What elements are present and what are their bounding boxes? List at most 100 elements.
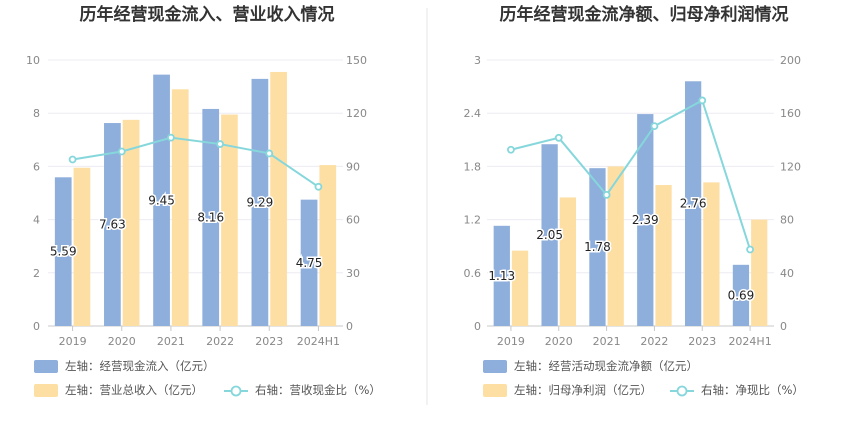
legend-label-ratio: 右轴：净现比（%） <box>701 383 804 397</box>
bar-data-label: 2.76 <box>680 197 707 211</box>
left-axis-tick-label: 8 <box>33 107 40 120</box>
legend-label-ratio: 右轴：营收现金比（%） <box>255 383 381 397</box>
ratio-point-2024H1 <box>314 182 323 191</box>
legend-item-secondary[interactable]: 左轴：营业总收入（亿元） <box>34 383 203 397</box>
right-axis-tick-label: 0 <box>346 320 353 333</box>
bar-primary-2020 <box>104 123 121 327</box>
right-axis-tick-label: 120 <box>346 107 367 120</box>
left-axis-tick-label: 1.2 <box>464 214 482 227</box>
x-tick-label: 2024H1 <box>728 335 771 348</box>
bar-data-label: 2.05 <box>536 228 563 242</box>
left-axis-tick-label: 4 <box>33 214 40 227</box>
legend-swatch-primary <box>483 360 507 373</box>
right-axis-tick-label: 0 <box>780 320 787 333</box>
left-axis-tick-label: 2 <box>33 267 40 280</box>
bar-data-label: 7.63 <box>99 218 126 232</box>
ratio-point-2021 <box>167 133 175 142</box>
bar-secondary-2022 <box>221 114 238 326</box>
x-tick-label: 2019 <box>497 335 525 348</box>
bar-secondary-2022 <box>655 185 672 326</box>
bar-data-label: 2.39 <box>632 213 659 227</box>
right-axis-tick-label: 120 <box>780 160 801 173</box>
bar-primary-2021 <box>589 168 606 326</box>
right-axis-tick-label: 150 <box>346 54 367 67</box>
ratio-point-2022 <box>216 140 224 148</box>
left-axis-tick-label: 2.4 <box>464 107 482 120</box>
legend-label-secondary: 左轴：归母净利润（亿元） <box>514 383 652 397</box>
ratio-point-2019 <box>507 145 515 154</box>
bar-secondary-2021 <box>607 166 624 326</box>
right-axis-tick-label: 160 <box>780 107 801 120</box>
bar-primary-2019 <box>493 225 510 326</box>
bar-data-label: 8.16 <box>197 210 224 224</box>
legend-label-secondary: 左轴：营业总收入（亿元） <box>65 383 203 397</box>
bar-primary-2021 <box>153 74 170 326</box>
x-tick-label: 2021 <box>157 335 185 348</box>
bar-data-label: 9.45 <box>148 193 175 207</box>
ratio-point-2022 <box>650 122 659 131</box>
bar-secondary-2019 <box>73 167 91 326</box>
bar-data-label: 0.69 <box>728 288 755 302</box>
ratio-point-2023 <box>265 149 274 158</box>
x-tick-label: 2022 <box>640 335 668 348</box>
x-tick-label: 2022 <box>206 335 234 348</box>
ratio-point-2024H1 <box>746 245 754 254</box>
legend-item-primary[interactable]: 左轴：经营活动现金流净额（亿元） <box>483 359 698 373</box>
ratio-point-2019 <box>68 155 77 164</box>
bar-data-label: 5.59 <box>50 245 77 259</box>
left-axis-tick-label: 0 <box>474 320 481 333</box>
left-axis-tick-label: 1.8 <box>464 160 482 173</box>
bar-data-label: 9.29 <box>247 195 274 209</box>
left-axis-tick-label: 0 <box>33 320 40 333</box>
left-axis-tick-label: 3 <box>474 54 481 67</box>
chart-2: 历年经营现金流净额、归母净利润情况 0 0 0.6 40 1.2 80 1.8 120 2.4 16… <box>464 4 804 397</box>
legend-item-ratio[interactable]: 右轴：营收现金比（%） <box>224 383 381 397</box>
chart-title: 历年经营现金流入、营业收入情况 <box>80 4 335 25</box>
chart-1: 历年经营现金流入、营业收入情况 0 0 2 30 4 60 6 90 8 120 10 150 2019 2… <box>26 4 381 397</box>
left-axis-tick-label: 10 <box>26 54 40 67</box>
left-axis-tick-label: 6 <box>33 160 40 173</box>
x-tick-label: 2023 <box>688 335 716 348</box>
legend-item-ratio[interactable]: 右轴：净现比（%） <box>670 383 804 397</box>
legend-item-primary[interactable]: 左轴：经营现金流入（亿元） <box>34 359 215 373</box>
legend-swatch-secondary <box>34 384 58 397</box>
bar-secondary-2024H1 <box>751 219 768 326</box>
bar-secondary-2021 <box>171 89 189 326</box>
legend-item-secondary[interactable]: 左轴：归母净利润（亿元） <box>483 383 652 397</box>
chart-title: 历年经营现金流净额、归母净利润情况 <box>500 4 789 25</box>
bar-secondary-2024H1 <box>319 165 337 326</box>
right-axis-tick-label: 30 <box>346 267 360 280</box>
bar-secondary-2020 <box>559 197 577 326</box>
ratio-line <box>72 136 319 188</box>
bar-primary-2023 <box>251 78 269 326</box>
x-tick-label: 2021 <box>593 335 621 348</box>
legend-label-primary: 左轴：经营活动现金流净额（亿元） <box>514 359 698 373</box>
right-axis-tick-label: 80 <box>780 214 794 227</box>
bar-secondary-2023 <box>703 182 720 326</box>
left-axis-tick-label: 0.6 <box>464 267 482 280</box>
bar-data-label: 1.78 <box>584 240 611 254</box>
right-axis-tick-label: 200 <box>780 54 801 67</box>
ratio-line <box>510 98 752 250</box>
bar-data-label: 1.13 <box>488 269 515 283</box>
ratio-point-2023 <box>698 96 707 105</box>
x-tick-label: 2023 <box>255 335 283 348</box>
ratio-point-2020 <box>117 147 126 156</box>
legend-marker-ratio <box>230 385 242 397</box>
legend-swatch-primary <box>34 360 58 373</box>
bar-primary-2022 <box>637 114 654 326</box>
legend-marker-ratio <box>676 385 688 397</box>
bar-primary-2024H1 <box>732 264 750 326</box>
legend-label-primary: 左轴：经营现金流入（亿元） <box>65 359 215 373</box>
bar-secondary-2019 <box>511 250 529 326</box>
right-axis-tick-label: 60 <box>346 214 360 227</box>
bar-primary-2023 <box>684 81 702 326</box>
bar-primary-2020 <box>541 144 558 326</box>
x-tick-label: 2019 <box>59 335 87 348</box>
x-tick-label: 2020 <box>108 335 136 348</box>
right-axis-tick-label: 90 <box>346 160 360 173</box>
x-tick-label: 2024H1 <box>297 335 340 348</box>
bar-data-label: 4.75 <box>296 256 323 270</box>
